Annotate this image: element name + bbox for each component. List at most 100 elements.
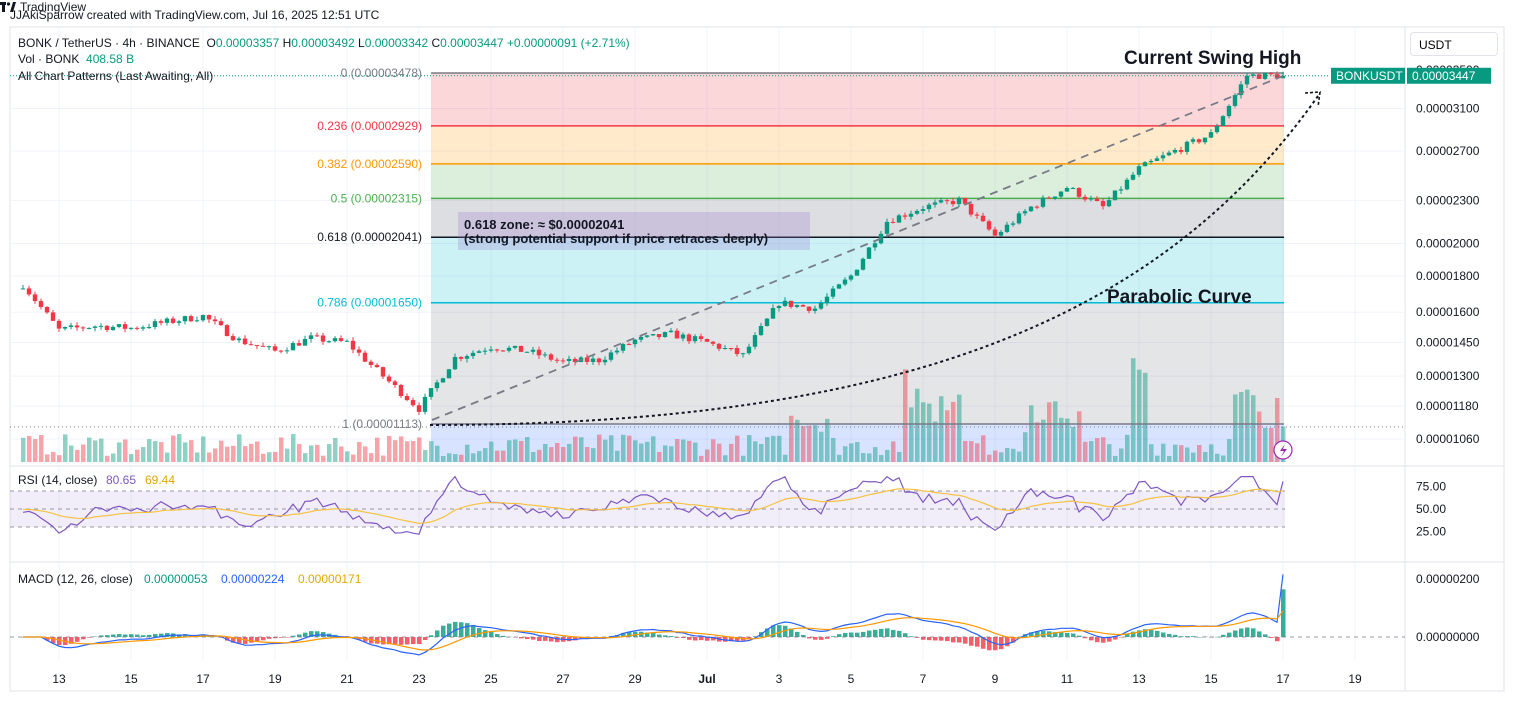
candle-body (566, 358, 572, 361)
volume-bar (177, 434, 182, 462)
x-tick-label: 17 (196, 672, 210, 686)
candle-body (872, 243, 878, 248)
macd-histogram-bar (1251, 628, 1256, 637)
rsi-line (22, 475, 1284, 535)
volume-bar (789, 415, 794, 462)
candle-body (1004, 224, 1010, 232)
volume-bar (897, 451, 902, 462)
x-tick-label: 9 (992, 672, 999, 686)
volume-bar (915, 388, 920, 462)
candle-body (1274, 74, 1280, 79)
volume-bar (471, 453, 476, 462)
volume-bar (633, 440, 638, 462)
macd-histogram-bar (1221, 634, 1226, 637)
macd-histogram-bar (399, 637, 404, 645)
x-tick-label: 3 (776, 672, 783, 686)
volume-bar (399, 436, 404, 462)
candle-body (590, 358, 596, 362)
macd-histogram-bar (843, 632, 848, 637)
macd-histogram-bar (291, 635, 296, 637)
candle-body (56, 320, 62, 329)
candle-body (1106, 200, 1112, 207)
volume-bar (285, 448, 290, 462)
candle-body (644, 335, 650, 337)
fib-label: 0.382 (0.00002590) (317, 157, 422, 171)
volume-bar (1245, 389, 1250, 462)
candle-body (1124, 179, 1130, 190)
candle-body (1010, 223, 1016, 225)
macd-histogram-bar (1083, 637, 1088, 639)
candle-body (464, 356, 470, 359)
volume-bar (357, 442, 362, 462)
volume-bar (747, 435, 752, 462)
macd-histogram-bar (987, 637, 992, 651)
volume-bar (1089, 441, 1094, 462)
candle-body (608, 352, 614, 360)
volume-bar (27, 435, 32, 462)
macd-histogram-bar (411, 637, 416, 645)
x-tick-label: 23 (412, 672, 426, 686)
macd-histogram-bar (231, 637, 236, 643)
volume-bar (1131, 358, 1136, 462)
macd-histogram-bar (645, 632, 650, 637)
price-tick-label: 0.00001300 (1416, 369, 1480, 383)
candle-body (728, 348, 734, 350)
macd-histogram-bar (711, 637, 716, 641)
candle-body (260, 345, 266, 347)
candle-body (452, 356, 458, 370)
macd-histogram-bar (387, 637, 392, 645)
volume-bar (1143, 372, 1148, 462)
candle-body (698, 336, 704, 339)
volume-bar (753, 441, 758, 462)
macd-histogram-bar (897, 630, 902, 637)
volume-bar (375, 437, 380, 462)
macd-histogram-bar (1167, 633, 1172, 637)
candle-body (146, 327, 152, 329)
currency-button[interactable]: USDT (1410, 32, 1498, 56)
macd-histogram-bar (531, 637, 536, 640)
candle-body (92, 326, 98, 328)
candle-body (812, 308, 818, 311)
volume-bar (321, 455, 326, 462)
candle-body (536, 349, 542, 356)
candle-body (1184, 141, 1190, 152)
candle-body (254, 344, 260, 346)
volume-bar (111, 453, 116, 462)
candle-body (980, 215, 986, 222)
macd-histogram-bar (657, 634, 662, 637)
candle-body (278, 350, 284, 352)
candle-body (506, 347, 512, 351)
volume-value: 408.58 B (86, 52, 135, 66)
fib-band (431, 163, 1284, 199)
volume-bar (1005, 447, 1010, 462)
candle-body (890, 221, 896, 223)
volume-bar (129, 454, 134, 462)
lightning-icon (1280, 444, 1287, 457)
volume-bar (39, 435, 44, 462)
zone-note-box (458, 212, 810, 250)
volume-bar (867, 453, 872, 462)
fib-label: 0.5 (0.00002315) (331, 191, 422, 205)
volume-bar (1179, 445, 1184, 462)
volume-bar (339, 446, 344, 462)
macd-histogram-bar (879, 628, 884, 637)
macd-histogram-bar (729, 637, 734, 642)
candle-body (986, 221, 992, 230)
volume-bar (957, 394, 962, 462)
candle-body (1070, 187, 1076, 189)
candle-body (518, 345, 524, 352)
volume-bar (651, 436, 656, 462)
x-tick-label: 21 (340, 672, 354, 686)
macd-histogram-bar (159, 633, 164, 637)
volume-bar (741, 455, 746, 462)
candle-body (968, 203, 974, 215)
candle-body (884, 221, 890, 234)
candle-body (692, 336, 698, 342)
volume-bar (1017, 451, 1022, 462)
volume-bar (1137, 369, 1142, 462)
volume-bar (963, 440, 968, 462)
macd-histogram-bar (861, 631, 866, 637)
macd-tick-label: 0.00000000 (1416, 630, 1480, 644)
volume-bar (159, 442, 164, 462)
candle-body (188, 316, 194, 322)
